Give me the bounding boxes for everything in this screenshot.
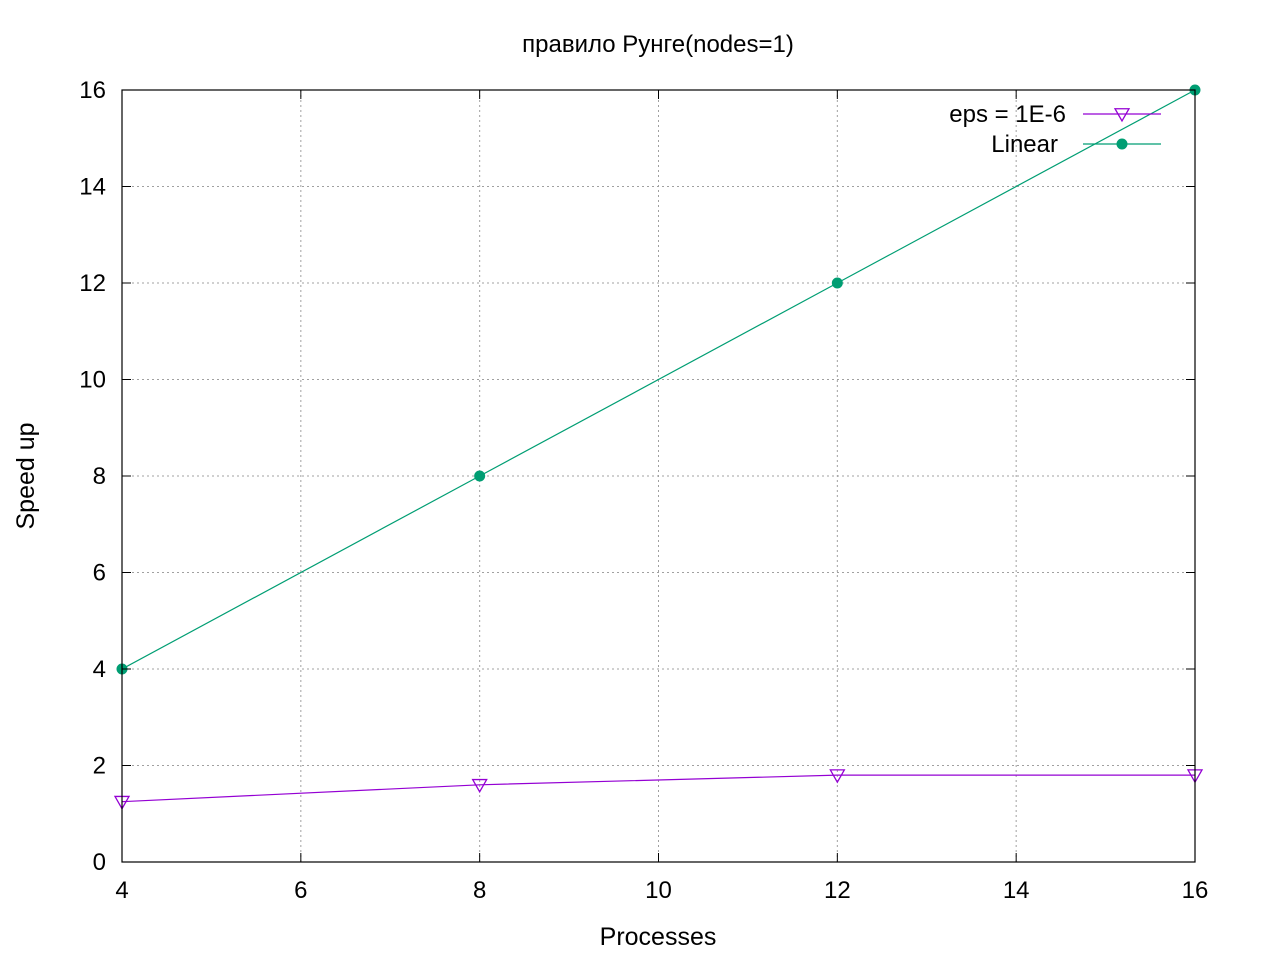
data-point bbox=[471, 778, 488, 794]
legend-marker bbox=[1113, 108, 1131, 123]
x-tick-label: 12 bbox=[824, 877, 851, 904]
axis-layer: 4 6 8 10 12 14 16 0 2 4 6 8 10 12 14 16 bbox=[79, 77, 1208, 904]
series-line bbox=[121, 89, 1196, 670]
data-point bbox=[829, 769, 846, 784]
y-tick-label: 4 bbox=[93, 656, 106, 683]
x-tick-label: 4 bbox=[115, 877, 128, 904]
y-tick-label: 0 bbox=[93, 849, 106, 876]
y-tick-label: 6 bbox=[93, 560, 106, 587]
series-line bbox=[121, 774, 1195, 803]
x-tick-label: 16 bbox=[1182, 877, 1209, 904]
data-point bbox=[831, 277, 843, 289]
data-point bbox=[474, 470, 486, 482]
y-tick-label: 2 bbox=[93, 753, 106, 780]
legend-label: Linear bbox=[991, 131, 1058, 158]
legend-label: eps = 1E-6 bbox=[949, 101, 1066, 128]
y-tick-label: 16 bbox=[79, 77, 106, 104]
x-tick-label: 8 bbox=[473, 877, 486, 904]
legend: eps = 1E-6 Linear bbox=[949, 101, 1161, 158]
legend-entry: eps = 1E-6 bbox=[949, 101, 1161, 128]
x-tick-label: 10 bbox=[645, 877, 672, 904]
legend-entry: Linear bbox=[991, 131, 1161, 158]
y-tick-label: 10 bbox=[79, 367, 106, 394]
y-axis-title: Speed up bbox=[12, 422, 40, 529]
legend-marker bbox=[1116, 138, 1128, 150]
y-tick-label: 8 bbox=[93, 463, 106, 490]
y-tick-label: 12 bbox=[79, 270, 106, 297]
x-tick-label: 6 bbox=[294, 877, 307, 904]
x-axis-title: Processes bbox=[600, 923, 717, 951]
chart-title: правило Рунге(nodes=1) bbox=[522, 31, 794, 58]
grid-layer bbox=[122, 90, 1195, 862]
x-tick-label: 14 bbox=[1003, 877, 1030, 904]
y-tick-label: 14 bbox=[79, 174, 106, 201]
